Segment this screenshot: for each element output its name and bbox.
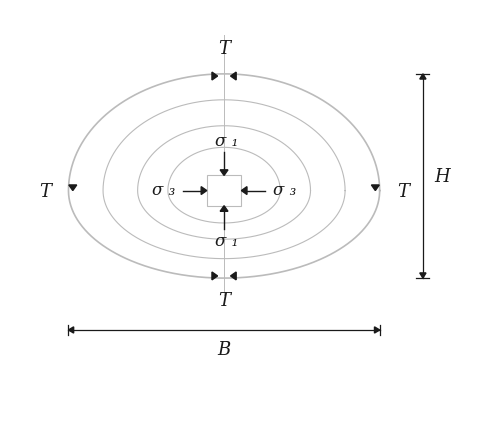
Polygon shape	[69, 185, 76, 191]
Text: σ ₁: σ ₁	[214, 232, 238, 249]
Polygon shape	[372, 185, 380, 191]
Text: T: T	[38, 182, 50, 200]
Polygon shape	[420, 273, 426, 279]
Polygon shape	[212, 73, 218, 81]
Polygon shape	[212, 273, 218, 280]
Bar	[207, 176, 242, 206]
Polygon shape	[201, 187, 207, 195]
Polygon shape	[220, 171, 228, 176]
Polygon shape	[420, 75, 426, 80]
Text: H: H	[434, 168, 450, 186]
Text: σ ₃: σ ₃	[152, 181, 175, 198]
Polygon shape	[220, 206, 228, 212]
Polygon shape	[230, 273, 236, 280]
Polygon shape	[374, 327, 380, 333]
Text: T: T	[218, 291, 230, 309]
Text: σ ₁: σ ₁	[214, 133, 238, 150]
Text: T: T	[218, 40, 230, 58]
Text: B: B	[218, 341, 230, 358]
Text: T: T	[398, 182, 409, 200]
Polygon shape	[68, 327, 73, 333]
Polygon shape	[230, 73, 236, 81]
Text: σ ₃: σ ₃	[273, 181, 296, 198]
Polygon shape	[242, 187, 247, 195]
